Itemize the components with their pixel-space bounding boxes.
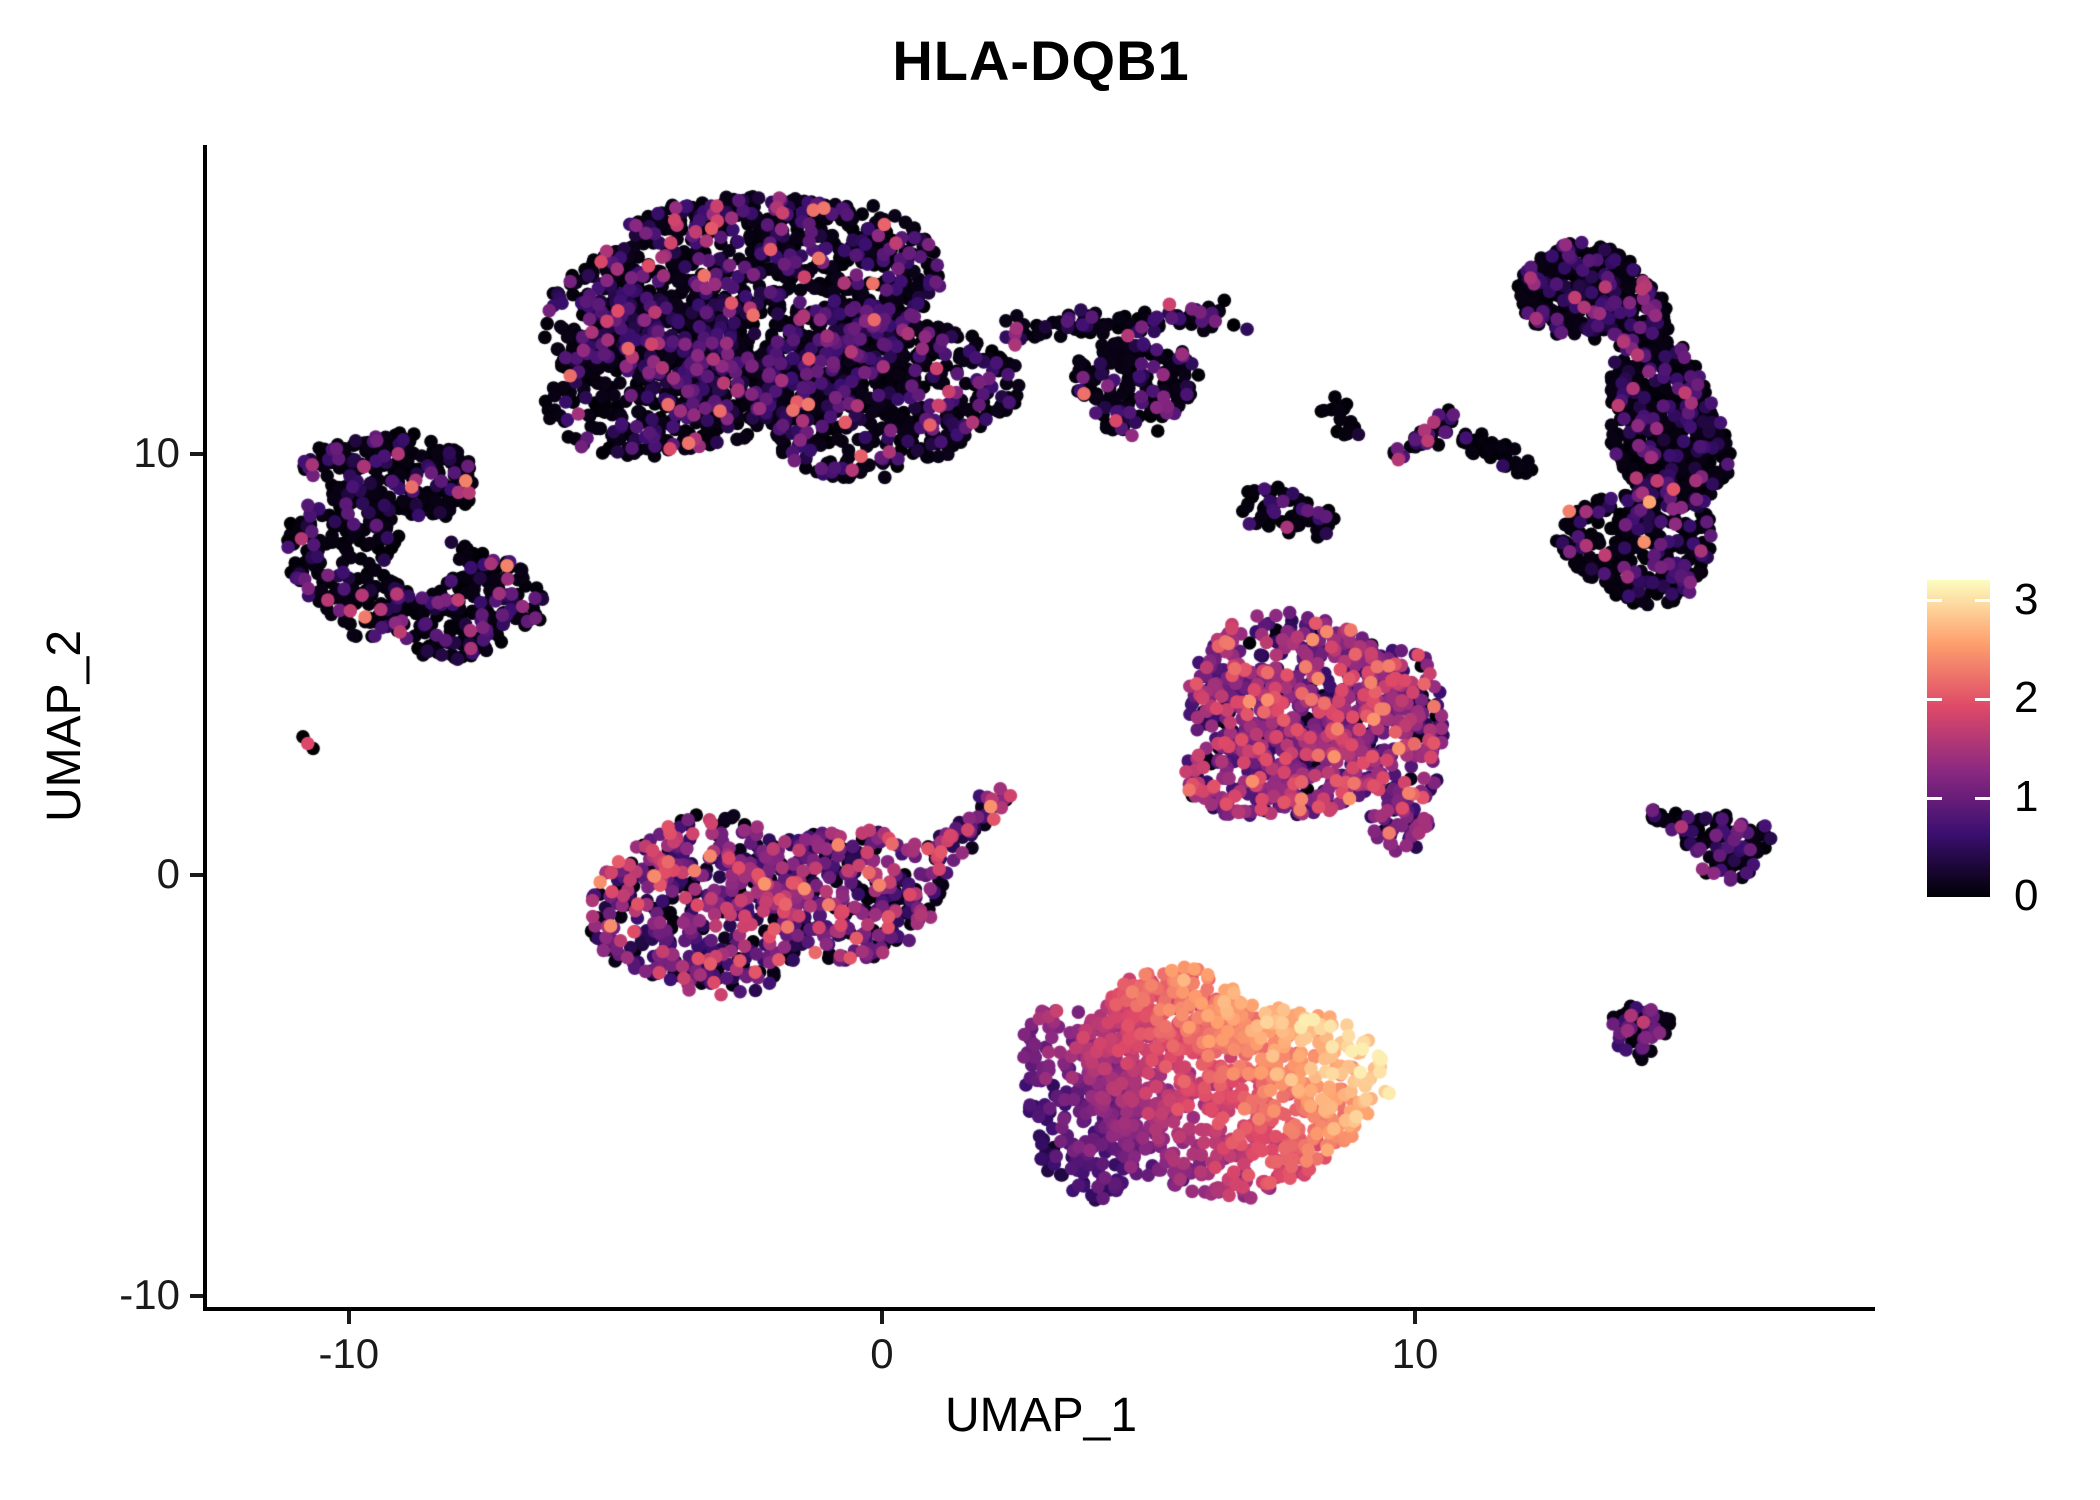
colorbar-tick-mark	[1927, 697, 1942, 701]
colorbar-tick-mark	[1975, 599, 1990, 603]
y-tick-label: 10	[133, 428, 180, 476]
colorbar-gradient	[1927, 580, 1990, 897]
chart-title: HLA-DQB1	[892, 29, 1190, 92]
colorbar-tick-label: 1	[2014, 772, 2039, 822]
x-tick-label: 0	[870, 1330, 894, 1377]
colorbar-tick-label: 3	[2014, 574, 2039, 624]
plot-area	[207, 145, 1875, 1307]
y-tick-label: 0	[156, 849, 180, 897]
y-tick-mark	[190, 1294, 203, 1299]
x-tick-label: 10	[1391, 1330, 1439, 1377]
colorbar-tick-mark	[1927, 599, 1942, 603]
y-tick-mark	[190, 872, 203, 877]
colorbar-tick-label: 0	[2014, 871, 2039, 920]
colorbar-tick-mark	[1975, 796, 1990, 800]
scatter-canvas	[207, 145, 1875, 1307]
colorbar-tick-label: 2	[2014, 673, 2039, 723]
x-axis-line	[203, 1307, 1875, 1311]
y-tick-label: -10	[119, 1271, 180, 1319]
colorbar-tick-mark	[1927, 796, 1942, 800]
y-tick-mark	[190, 451, 203, 456]
y-axis-label: UMAP_2	[38, 629, 91, 823]
y-axis-line	[203, 145, 207, 1311]
x-tick-mark	[346, 1311, 351, 1324]
colorbar-tick-mark	[1975, 697, 1990, 701]
x-tick-mark	[879, 1311, 884, 1324]
x-tick-label: -10	[318, 1330, 380, 1377]
x-tick-mark	[1412, 1311, 1417, 1324]
x-axis-label: UMAP_1	[944, 1389, 1138, 1442]
